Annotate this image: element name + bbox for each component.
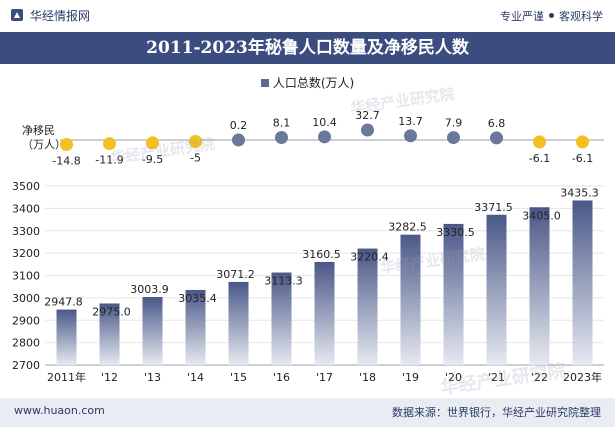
- migration-point: [361, 123, 374, 137]
- migration-point: [232, 133, 245, 147]
- y-tick-label: 3100: [12, 270, 40, 283]
- migration-data-label: -6.1: [529, 152, 550, 165]
- x-tick-label: '14: [187, 371, 204, 384]
- population-bar: [572, 200, 593, 365]
- population-data-label: 3113.3: [264, 275, 303, 288]
- y-tick-label: 3300: [12, 225, 40, 238]
- chart-legend: 人口总数(万人): [0, 74, 615, 91]
- legend-swatch: [260, 79, 269, 87]
- x-tick-label: '13: [144, 371, 161, 384]
- footer-bar: www.huaon.com 数据来源：世界银行，华经产业研究院整理: [0, 398, 615, 427]
- y-tick-label: 3500: [12, 180, 40, 193]
- population-bar: [400, 234, 421, 365]
- tagline-left: 专业严谨: [500, 10, 544, 23]
- brand-name: 华经情报网: [30, 9, 91, 23]
- site-link[interactable]: www.huaon.com: [14, 404, 105, 417]
- population-bar: [142, 297, 163, 365]
- migration-point: [60, 138, 73, 152]
- population-bar: [357, 248, 378, 365]
- x-tick-label: '15: [230, 371, 247, 384]
- population-bar: [486, 214, 507, 365]
- migration-point: [275, 131, 288, 145]
- x-tick-label: '22: [531, 371, 548, 384]
- population-bar: [314, 261, 335, 365]
- migration-point: [189, 135, 202, 149]
- y-tick-label: 3200: [12, 247, 40, 260]
- migration-data-label: 0.2: [230, 119, 248, 132]
- population-data-label: 3071.2: [216, 268, 255, 281]
- migration-point: [447, 131, 460, 145]
- population-bar: [56, 309, 77, 365]
- population-data-label: 3282.5: [388, 221, 427, 234]
- tagline-right: 客观科学: [559, 10, 603, 23]
- population-data-label: 2975.0: [92, 305, 131, 318]
- population-data-label: 2947.8: [44, 296, 83, 309]
- chart-svg: 2700 2800 2900 3000 3100 3200 3300 3400 3500 2947…: [12, 109, 604, 384]
- x-tick-label: '16: [273, 371, 290, 384]
- y-tick-label: 3400: [12, 202, 40, 215]
- x-tick-label: '12: [101, 371, 118, 384]
- migration-data-label: 7.9: [445, 117, 463, 130]
- migration-data-label: -6.1: [572, 152, 593, 165]
- x-tick-label: 2023年: [563, 370, 602, 384]
- migration-point: [146, 136, 159, 150]
- x-tick-label: '17: [316, 371, 333, 384]
- migration-data-label: -14.8: [52, 155, 80, 168]
- migration-point: [533, 135, 546, 149]
- population-bar: [529, 207, 550, 365]
- population-data-label: 3160.5: [302, 248, 341, 261]
- migration-data-label: 13.7: [398, 115, 423, 128]
- migration-point: [103, 137, 116, 151]
- y-tick-label: 3000: [12, 292, 40, 305]
- population-bar: [185, 289, 206, 365]
- population-data-label: 3220.4: [350, 251, 389, 264]
- migration-label-line1: 净移民: [22, 124, 55, 137]
- tagline: 专业严谨 客观科学: [500, 8, 603, 24]
- population-data-label: 3371.5: [474, 201, 513, 214]
- migration-axis-label: 净移民 （万人）: [22, 124, 66, 152]
- population-bar: [99, 303, 120, 365]
- migration-point: [404, 129, 417, 143]
- migration-data-label: 10.4: [312, 116, 337, 129]
- brand-logo-icon: [11, 9, 23, 21]
- y-tick-label: 2900: [12, 314, 40, 327]
- y-tick-label: 2800: [12, 337, 40, 350]
- legend-label: 人口总数(万人): [272, 76, 355, 90]
- migration-data-label: 8.1: [273, 117, 291, 130]
- migration-point: [490, 131, 503, 145]
- population-data-label: 3435.3: [560, 186, 599, 199]
- x-tick-label: '21: [488, 371, 505, 384]
- header-bar: 华经情报网 专业严谨 客观科学: [0, 0, 615, 30]
- x-tick-label: '20: [445, 371, 462, 384]
- migration-point: [318, 130, 331, 144]
- x-tick-label: '19: [402, 371, 419, 384]
- migration-data-label: 6.8: [488, 117, 506, 130]
- migration-point: [576, 135, 589, 149]
- chart-title: 2011-2023年秘鲁人口数量及净移民人数: [0, 32, 615, 64]
- y-tick-label: 2700: [12, 359, 40, 372]
- data-source: 数据来源：世界银行，华经产业研究院整理: [392, 406, 601, 419]
- population-bar: [443, 223, 464, 365]
- population-data-label: 3330.5: [436, 226, 475, 239]
- migration-data-label: -5: [190, 152, 201, 165]
- migration-data-label: 32.7: [355, 109, 380, 122]
- brand[interactable]: 华经情报网: [10, 7, 90, 24]
- population-data-label: 3035.4: [178, 292, 217, 305]
- separator-dot-icon: [549, 13, 554, 18]
- x-tick-label: 2011年: [47, 370, 86, 384]
- population-bar: [271, 272, 292, 365]
- population-data-label: 3003.9: [130, 283, 169, 296]
- population-bar: [228, 281, 249, 365]
- x-tick-label: '18: [359, 371, 376, 384]
- migration-data-label: -9.5: [142, 153, 163, 166]
- migration-label-line2: （万人）: [22, 138, 66, 151]
- population-data-label: 3405.0: [522, 209, 561, 222]
- migration-data-label: -11.9: [95, 154, 123, 167]
